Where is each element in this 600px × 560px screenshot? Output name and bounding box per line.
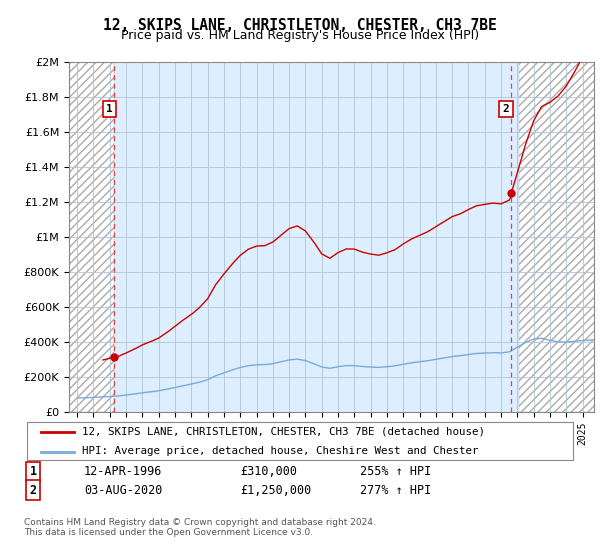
FancyBboxPatch shape [27, 422, 573, 460]
Text: Contains HM Land Registry data © Crown copyright and database right 2024.
This d: Contains HM Land Registry data © Crown c… [24, 518, 376, 538]
Text: £1,250,000: £1,250,000 [240, 483, 311, 497]
Text: 12, SKIPS LANE, CHRISTLETON, CHESTER, CH3 7BE: 12, SKIPS LANE, CHRISTLETON, CHESTER, CH… [103, 18, 497, 33]
Text: HPI: Average price, detached house, Cheshire West and Chester: HPI: Average price, detached house, Ches… [82, 446, 478, 456]
Text: 12-APR-1996: 12-APR-1996 [84, 465, 163, 478]
Text: Price paid vs. HM Land Registry's House Price Index (HPI): Price paid vs. HM Land Registry's House … [121, 29, 479, 42]
Text: 255% ↑ HPI: 255% ↑ HPI [360, 465, 431, 478]
Text: 2: 2 [29, 483, 37, 497]
Text: 277% ↑ HPI: 277% ↑ HPI [360, 483, 431, 497]
Text: £310,000: £310,000 [240, 465, 297, 478]
Text: 1: 1 [29, 465, 37, 478]
Text: 03-AUG-2020: 03-AUG-2020 [84, 483, 163, 497]
Bar [519, 62, 597, 412]
Text: 1: 1 [106, 104, 113, 114]
Text: 12, SKIPS LANE, CHRISTLETON, CHESTER, CH3 7BE (detached house): 12, SKIPS LANE, CHRISTLETON, CHESTER, CH… [82, 427, 485, 437]
Bar [69, 62, 115, 412]
Text: 2: 2 [502, 104, 509, 114]
